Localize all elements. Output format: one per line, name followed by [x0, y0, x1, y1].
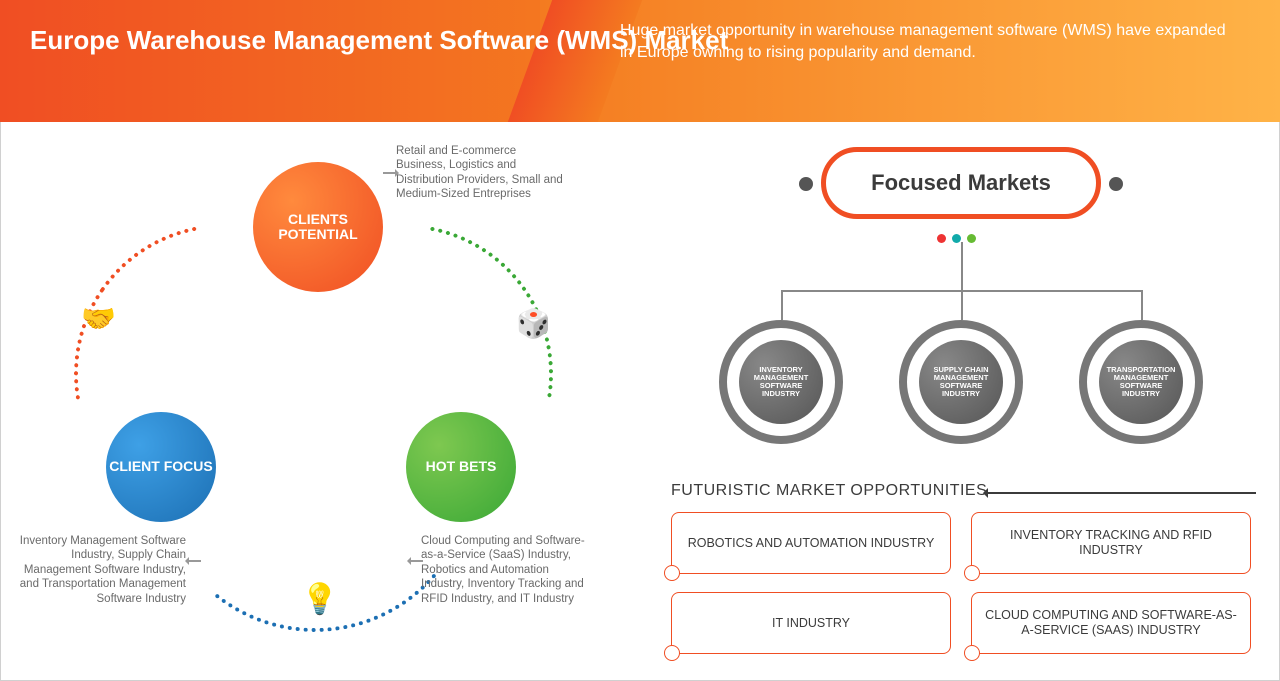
pill-dot-left	[799, 177, 813, 191]
opportunity-label: INVENTORY TRACKING AND RFID INDUSTRY	[982, 528, 1240, 558]
focused-markets-label: Focused Markets	[871, 170, 1051, 196]
desc-clients-potential: Retail and E-commerce Business, Logistic…	[396, 144, 566, 202]
circle-client-focus: CLIENT FOCUS	[106, 412, 216, 522]
ring-3: TRANSPORTATION MANAGEMENT SOFTWARE INDUS…	[1079, 320, 1203, 444]
handshake-icon: 🤝	[81, 302, 116, 335]
focused-markets-pill: Focused Markets	[821, 147, 1101, 219]
desc-hot-bets: Cloud Computing and Software-as-a-Servic…	[421, 534, 591, 606]
circle-label: CLIENT FOCUS	[109, 459, 212, 474]
opportunity-box-2: INVENTORY TRACKING AND RFID INDUSTRY	[971, 512, 1251, 574]
dice-icon: 🎲	[516, 307, 551, 340]
left-diagram: CLIENTS POTENTIAL CLIENT FOCUS HOT BETS …	[1, 122, 641, 680]
ring-2: SUPPLY CHAIN MANAGEMENT SOFTWARE INDUSTR…	[899, 320, 1023, 444]
fmo-arrow-line	[986, 492, 1256, 494]
ring-1: INVENTORY MANAGEMENT SOFTWARE INDUSTRY	[719, 320, 843, 444]
ring-label: INVENTORY MANAGEMENT SOFTWARE INDUSTRY	[739, 340, 823, 424]
tree-drop	[961, 290, 963, 320]
circle-label: CLIENTS POTENTIAL	[253, 212, 383, 243]
opportunity-label: CLOUD COMPUTING AND SOFTWARE-AS-A-SERVIC…	[982, 608, 1240, 638]
header: Europe Warehouse Management Software (WM…	[0, 0, 1280, 122]
tree-vline	[961, 242, 963, 290]
arrow-stub	[383, 172, 397, 174]
right-panel: Focused Markets INVENTORY MANAGEMENT SOF…	[651, 122, 1271, 680]
opportunity-label: IT INDUSTRY	[772, 616, 850, 631]
opportunity-box-1: ROBOTICS AND AUTOMATION INDUSTRY	[671, 512, 951, 574]
circle-label: HOT BETS	[426, 459, 497, 474]
pill-dot-right	[1109, 177, 1123, 191]
opportunity-label: ROBOTICS AND AUTOMATION INDUSTRY	[688, 536, 935, 551]
circle-hot-bets: HOT BETS	[406, 412, 516, 522]
fmo-title: FUTURISTIC MARKET OPPORTUNITIES	[671, 482, 987, 500]
desc-client-focus: Inventory Management Software Industry, …	[16, 534, 186, 606]
page-subtitle: Huge market opportunity in warehouse man…	[620, 20, 1240, 65]
box-corner-circle-icon	[664, 565, 680, 581]
arrow-stub	[187, 560, 201, 562]
tree-drop	[1141, 290, 1143, 320]
circle-clients-potential: CLIENTS POTENTIAL	[253, 162, 383, 292]
tree-drop	[781, 290, 783, 320]
box-corner-circle-icon	[964, 565, 980, 581]
lightbulb-icon: 💡	[301, 582, 338, 617]
ring-label: SUPPLY CHAIN MANAGEMENT SOFTWARE INDUSTR…	[919, 340, 1003, 424]
opportunity-box-3: IT INDUSTRY	[671, 592, 951, 654]
body: CLIENTS POTENTIAL CLIENT FOCUS HOT BETS …	[0, 122, 1280, 681]
opportunity-box-4: CLOUD COMPUTING AND SOFTWARE-AS-A-SERVIC…	[971, 592, 1251, 654]
ring-label: TRANSPORTATION MANAGEMENT SOFTWARE INDUS…	[1099, 340, 1183, 424]
box-corner-circle-icon	[664, 645, 680, 661]
header-bg-left	[0, 0, 600, 122]
tree-dots	[934, 230, 979, 248]
box-corner-circle-icon	[964, 645, 980, 661]
